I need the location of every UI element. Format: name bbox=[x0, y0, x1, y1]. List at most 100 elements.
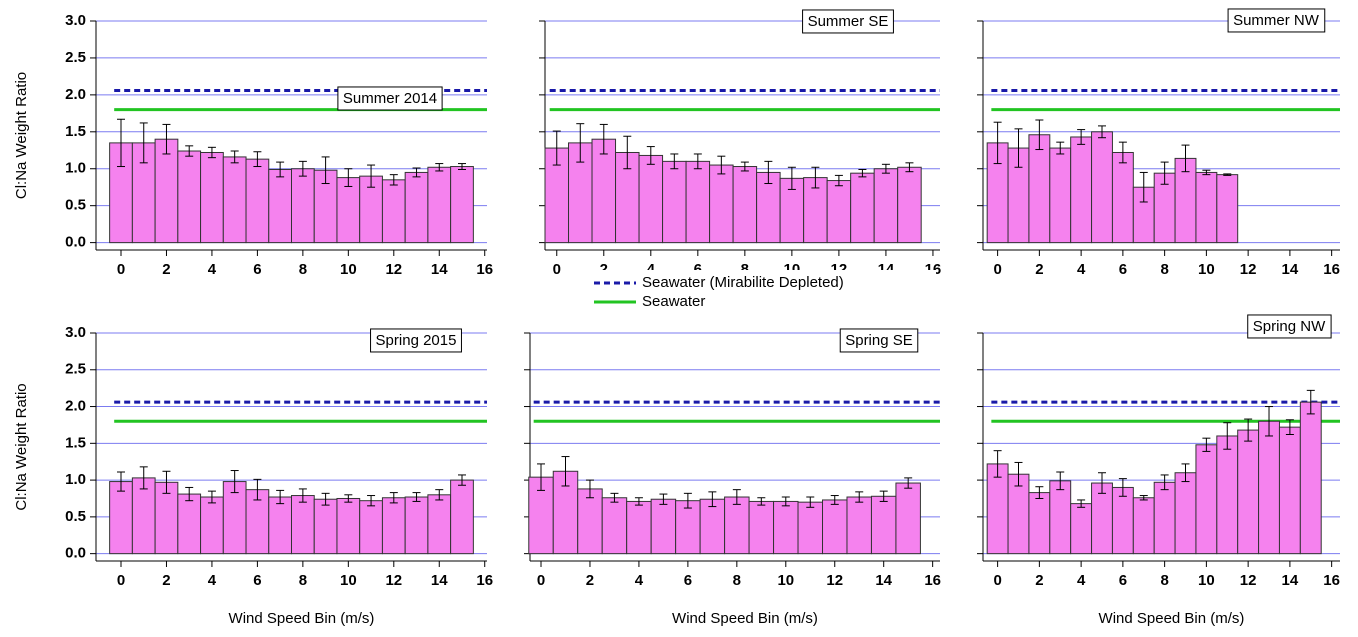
y-tick-label: 1.0 bbox=[65, 160, 86, 177]
bar bbox=[846, 496, 872, 555]
bar bbox=[895, 482, 921, 555]
x-tick-label: 8 bbox=[1160, 261, 1168, 278]
error-bar bbox=[1306, 389, 1315, 415]
bar bbox=[1216, 435, 1239, 555]
y-tick-label: 2.5 bbox=[65, 49, 86, 66]
bar bbox=[222, 156, 247, 244]
error-bar bbox=[757, 497, 766, 506]
bar bbox=[732, 166, 758, 244]
x-tick-label: 0 bbox=[537, 572, 545, 589]
bar bbox=[1028, 492, 1051, 555]
error-bar bbox=[207, 146, 216, 159]
bar bbox=[109, 481, 133, 555]
x-axis-label: Wind Speed Bin (m/s) bbox=[672, 610, 818, 627]
error-bar bbox=[389, 174, 398, 186]
error-bar bbox=[1181, 144, 1190, 173]
bar bbox=[154, 138, 179, 244]
error-bar bbox=[1202, 169, 1211, 176]
bar bbox=[873, 168, 899, 244]
error-bar bbox=[1160, 474, 1169, 491]
bar bbox=[336, 177, 361, 244]
error-bar bbox=[905, 162, 914, 173]
bar bbox=[291, 168, 315, 244]
error-bar bbox=[1056, 471, 1065, 491]
error-bar bbox=[610, 492, 619, 503]
error-bar bbox=[1077, 129, 1086, 145]
error-bar bbox=[834, 174, 843, 187]
x-tick-label: 2 bbox=[162, 261, 170, 278]
error-bar bbox=[683, 492, 692, 509]
y-axis-label: Cl:Na Weight Ratio bbox=[13, 72, 30, 199]
error-bar bbox=[552, 130, 561, 166]
error-bar bbox=[389, 492, 398, 504]
x-tick-label: 0 bbox=[553, 261, 561, 278]
legend-box bbox=[588, 270, 936, 312]
x-tick-label: 6 bbox=[1119, 261, 1127, 278]
error-bar bbox=[185, 145, 194, 157]
error-bar bbox=[344, 494, 353, 503]
bar bbox=[245, 158, 270, 244]
bar bbox=[427, 494, 452, 555]
legend-label: Seawater (Mirabilite Depleted) bbox=[642, 274, 844, 291]
panel-title-box bbox=[370, 328, 462, 353]
bar bbox=[1132, 497, 1155, 555]
x-axis-label: Wind Speed Bin (m/s) bbox=[229, 610, 375, 627]
error-bar bbox=[1118, 478, 1127, 497]
error-bar bbox=[1077, 499, 1086, 508]
bar bbox=[662, 160, 687, 244]
x-tick-label: 12 bbox=[385, 572, 402, 589]
error-bar bbox=[623, 135, 632, 170]
bar bbox=[1258, 420, 1280, 555]
error-bar bbox=[1035, 486, 1044, 499]
bar bbox=[797, 501, 824, 555]
x-tick-label: 4 bbox=[208, 572, 217, 589]
y-tick-label: 2.0 bbox=[65, 86, 86, 103]
x-tick-label: 10 bbox=[340, 261, 357, 278]
bar bbox=[177, 493, 202, 555]
y-tick-label: 0.5 bbox=[65, 508, 86, 525]
panel-title: Summer 2014 bbox=[343, 90, 437, 107]
error-bar bbox=[253, 478, 262, 501]
bar bbox=[724, 496, 750, 555]
bar bbox=[577, 488, 603, 555]
x-tick-label: 10 bbox=[1198, 572, 1215, 589]
error-bar bbox=[1098, 125, 1106, 139]
error-bar bbox=[1160, 161, 1169, 185]
bar bbox=[404, 171, 429, 244]
x-tick-label: 10 bbox=[777, 572, 794, 589]
bar bbox=[200, 496, 224, 555]
error-bar bbox=[230, 150, 239, 164]
bar bbox=[699, 498, 726, 555]
bar bbox=[313, 498, 338, 555]
bar bbox=[450, 479, 474, 555]
bar bbox=[177, 150, 202, 244]
bar bbox=[1174, 472, 1197, 555]
error-bar bbox=[881, 163, 890, 174]
panel-title-box bbox=[1247, 314, 1332, 339]
x-tick-label: 2 bbox=[600, 261, 608, 278]
error-bar bbox=[537, 463, 546, 491]
error-bar bbox=[1285, 419, 1294, 435]
x-tick-label: 16 bbox=[476, 261, 493, 278]
error-bar bbox=[412, 492, 421, 502]
bar bbox=[591, 138, 617, 244]
error-bar bbox=[117, 471, 126, 492]
x-tick-label: 12 bbox=[1240, 261, 1257, 278]
x-tick-label: 16 bbox=[1323, 572, 1340, 589]
bar bbox=[1299, 401, 1322, 555]
bar bbox=[675, 500, 701, 555]
bar bbox=[685, 160, 711, 244]
panel-title-box bbox=[839, 328, 919, 353]
x-tick-label: 16 bbox=[1323, 261, 1340, 278]
x-tick-label: 6 bbox=[694, 261, 702, 278]
error-bar bbox=[298, 160, 307, 177]
panel-title: Summer SE bbox=[808, 13, 889, 30]
x-tick-label: 0 bbox=[117, 261, 125, 278]
error-bar bbox=[811, 166, 820, 189]
panel-title-box bbox=[802, 9, 894, 34]
panel-title: Spring 2015 bbox=[376, 332, 457, 349]
error-bar bbox=[162, 123, 171, 155]
x-tick-label: 8 bbox=[733, 572, 741, 589]
error-bar bbox=[993, 450, 1002, 478]
